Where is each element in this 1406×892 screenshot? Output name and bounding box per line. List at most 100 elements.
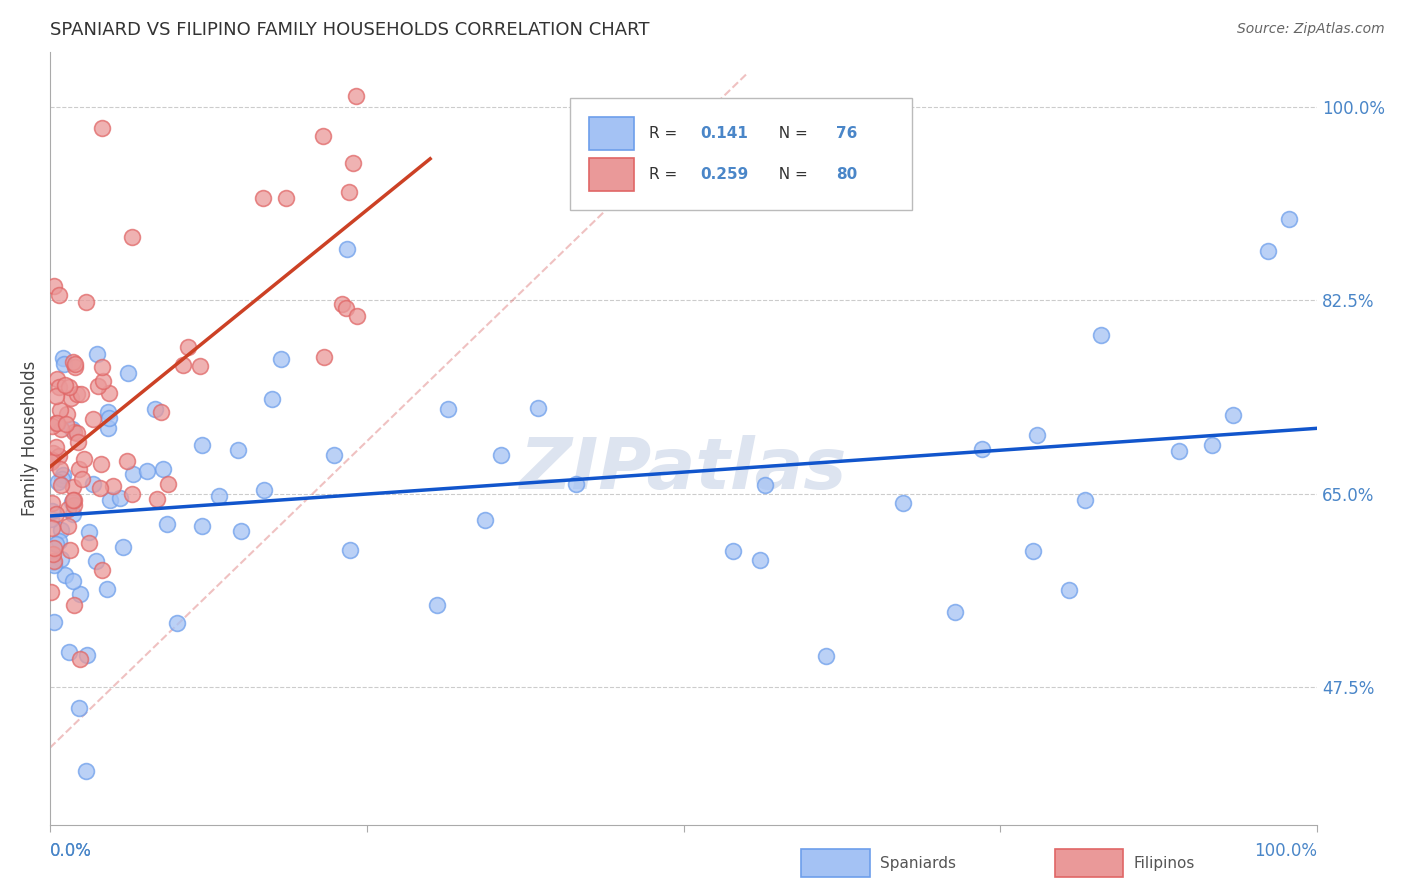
Point: [229, 524, 252, 539]
Text: 76: 76: [835, 126, 858, 141]
Point: [45, 507, 67, 521]
Point: [1074, 492, 1097, 507]
Point: [75, 764, 97, 778]
Point: [814, 649, 837, 664]
Point: [58, 518, 80, 533]
FancyBboxPatch shape: [589, 117, 634, 150]
Text: Spaniards: Spaniards: [880, 855, 956, 871]
Point: [42, 541, 65, 556]
Point: [49, 552, 72, 566]
Point: [970, 442, 993, 456]
Point: [62, 355, 84, 369]
Point: [48, 534, 70, 549]
Text: 100.0%: 100.0%: [1254, 842, 1317, 860]
Point: [891, 495, 914, 509]
Point: [51, 472, 73, 486]
Point: [69, 652, 91, 666]
Point: [42, 278, 65, 293]
Point: [90, 360, 112, 375]
Text: N =: N =: [769, 126, 813, 141]
Point: [60, 494, 83, 508]
Point: [42, 446, 65, 460]
Point: [527, 401, 550, 415]
Point: [143, 402, 166, 417]
Text: 0.141: 0.141: [700, 126, 748, 141]
Point: [41, 504, 63, 518]
Point: [90, 121, 112, 136]
Point: [39, 512, 62, 526]
Point: [45, 417, 67, 431]
Point: [489, 448, 512, 462]
Point: [1022, 544, 1045, 558]
Point: [41, 547, 63, 561]
Point: [63, 498, 86, 512]
Point: [55, 417, 77, 431]
Point: [41, 520, 63, 534]
Point: [721, 543, 744, 558]
Point: [437, 402, 460, 417]
Point: [45, 389, 67, 403]
Point: [270, 351, 292, 366]
Point: [97, 421, 120, 435]
Point: [89, 481, 111, 495]
Point: [48, 379, 70, 393]
Point: [1257, 244, 1279, 258]
Point: [312, 351, 335, 365]
Point: [56, 408, 79, 422]
Point: [86, 346, 108, 360]
Point: [176, 340, 198, 354]
Point: [136, 464, 159, 478]
Point: [1278, 212, 1301, 227]
Point: [69, 587, 91, 601]
Point: [48, 449, 70, 463]
Point: [77, 524, 100, 539]
Point: [62, 574, 84, 588]
Point: [84, 554, 107, 568]
Point: [96, 582, 118, 596]
Point: [1201, 438, 1223, 452]
Point: [342, 156, 364, 170]
Point: [322, 448, 344, 462]
Point: [339, 543, 361, 558]
Point: [121, 487, 143, 501]
Point: [53, 568, 76, 582]
Point: [97, 385, 120, 400]
Point: [1168, 444, 1191, 458]
Point: [191, 437, 214, 451]
Point: [45, 372, 67, 386]
Point: [152, 462, 174, 476]
Point: [172, 358, 194, 372]
Point: [754, 478, 776, 492]
Point: [90, 457, 112, 471]
Point: [41, 453, 63, 467]
Point: [1025, 428, 1047, 442]
Point: [252, 190, 274, 204]
Point: [474, 513, 496, 527]
Point: [51, 477, 73, 491]
Point: [70, 386, 93, 401]
Point: [60, 391, 83, 405]
Point: [63, 359, 86, 374]
Point: [53, 357, 76, 371]
FancyBboxPatch shape: [589, 158, 634, 191]
FancyBboxPatch shape: [569, 98, 911, 211]
Text: SPANIARD VS FILIPINO FAMILY HOUSEHOLDS CORRELATION CHART: SPANIARD VS FILIPINO FAMILY HOUSEHOLDS C…: [51, 21, 650, 39]
Text: R =: R =: [650, 167, 682, 182]
Point: [72, 472, 94, 486]
Point: [87, 379, 110, 393]
Point: [49, 523, 72, 537]
Point: [75, 295, 97, 310]
Point: [58, 379, 80, 393]
Point: [55, 377, 77, 392]
FancyBboxPatch shape: [1054, 849, 1123, 877]
Point: [312, 128, 335, 143]
Point: [91, 375, 114, 389]
Point: [146, 491, 169, 506]
Point: [260, 392, 283, 406]
Point: [73, 451, 96, 466]
Text: ZIPatlas: ZIPatlas: [520, 434, 848, 504]
Point: [45, 537, 67, 551]
Point: [748, 553, 770, 567]
Point: [274, 190, 297, 204]
Text: 0.0%: 0.0%: [51, 842, 91, 860]
